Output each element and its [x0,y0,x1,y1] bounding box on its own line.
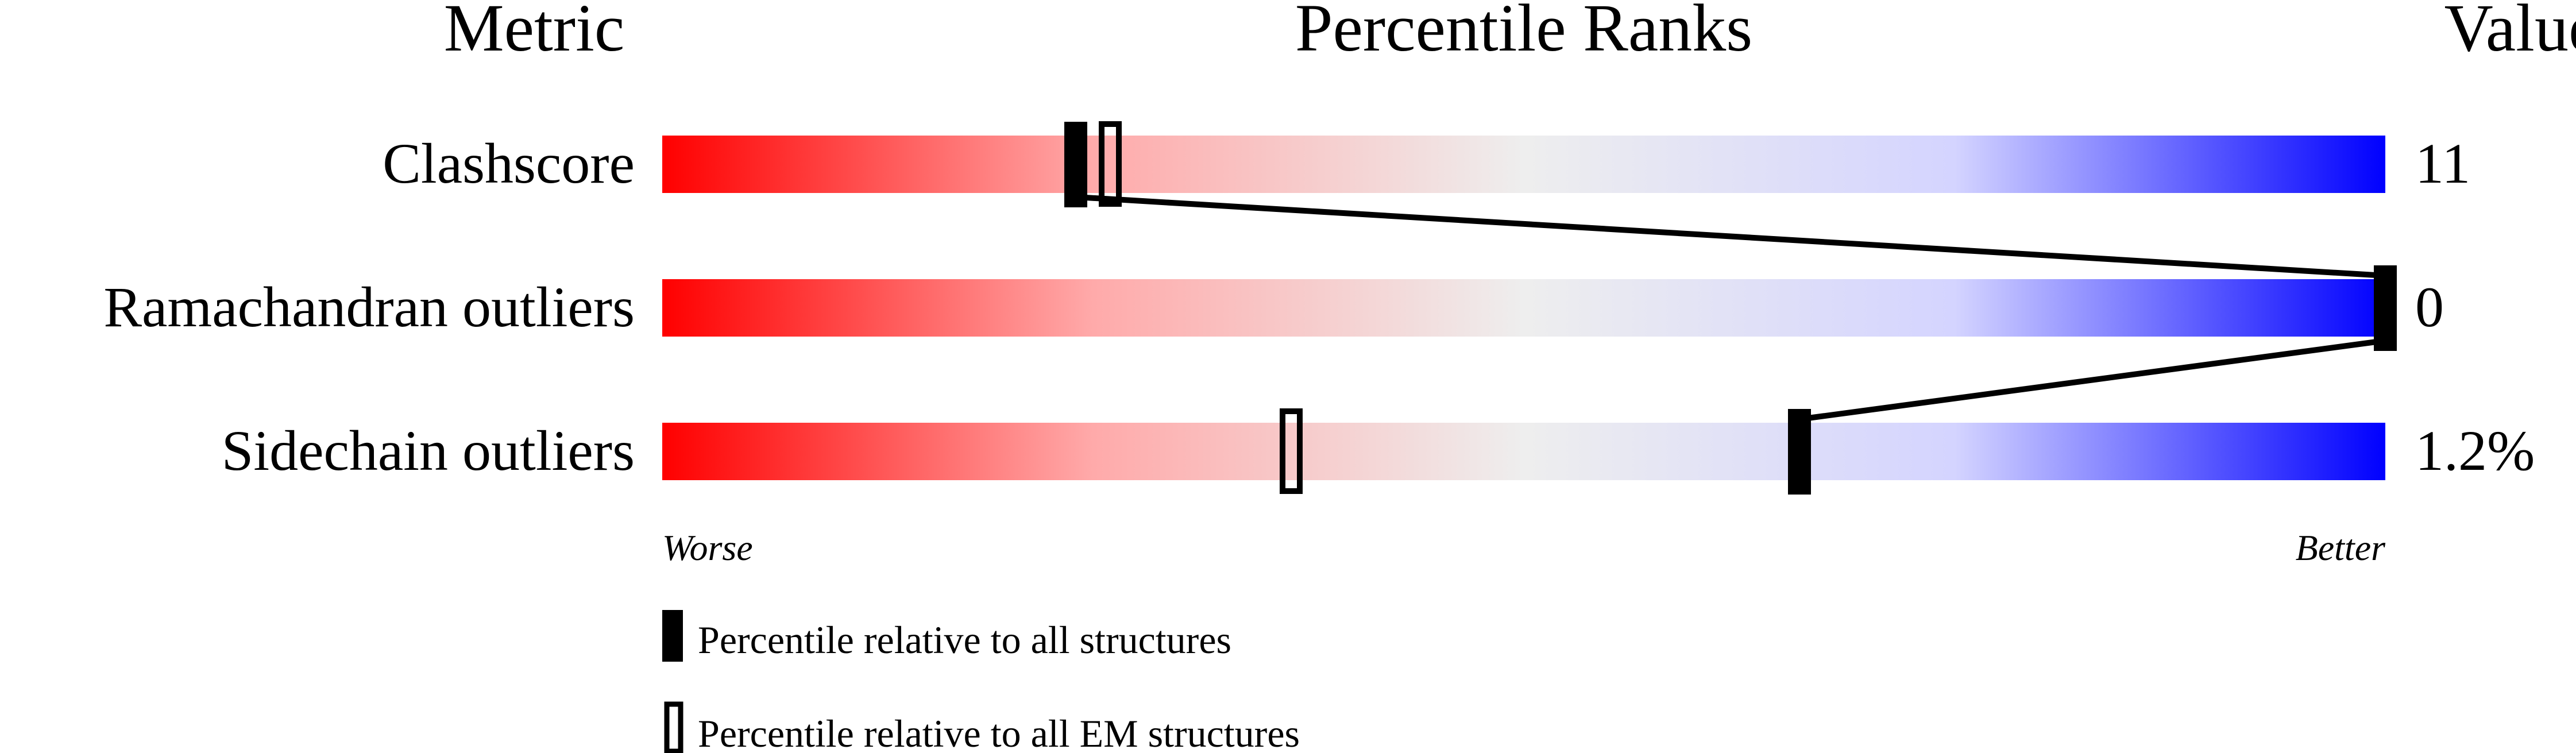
legend-label-all: Percentile relative to all structures [698,618,1231,662]
legend-filled-marker [662,610,683,662]
percentile-bar [662,279,2385,337]
header-percentile-ranks: Percentile Ranks [1295,0,1752,65]
metric-label: Sidechain outliers [222,419,635,482]
percentile-link-line [1075,194,2386,279]
metric-label: Clashscore [383,132,635,195]
legend-label-em: Percentile relative to all EM structures [698,712,1300,753]
metric-label: Ramachandran outliers [103,275,635,339]
percentile-bar [662,423,2385,480]
axis-label-better: Better [2296,527,2386,568]
metric-value: 11 [2415,132,2470,195]
em-percentile-marker [1280,408,1303,494]
legend-hollow-marker [664,701,683,753]
all-percentile-marker [1064,122,1087,207]
em-percentile-marker [1099,121,1122,207]
percentile-link-line [1799,338,2386,422]
metric-value: 0 [2415,275,2444,339]
all-percentile-marker [1788,409,1811,495]
legend: Percentile relative to all structures Pe… [662,610,1300,753]
axis-label-worse: Worse [662,527,753,568]
header-metric: Metric [444,0,625,65]
metric-value: 1.2% [2415,419,2535,482]
percentile-bar [662,136,2385,193]
all-percentile-marker [2374,265,2397,351]
header-value: Value [2444,0,2576,65]
